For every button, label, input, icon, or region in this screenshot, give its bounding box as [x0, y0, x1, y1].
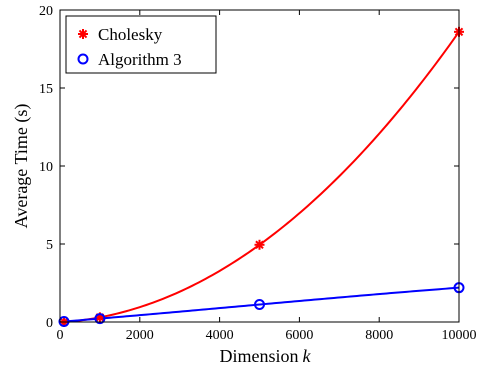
tick-layer: 0 2000 4000 6000 8000 10000 0 5 10 15 20 [39, 4, 477, 343]
data-point [254, 239, 265, 250]
data-point [254, 299, 265, 311]
legend-symbol [78, 29, 88, 39]
y-axis-label: Average Time (s) [11, 104, 32, 229]
series-line [63, 31, 460, 323]
legend: Cholesky Algorithm 3 [65, 15, 217, 74]
y-tick-label: 5 [46, 238, 53, 253]
series-layer [63, 31, 460, 323]
x-tick-label: 8000 [365, 328, 393, 343]
x-axis-label-var: k [303, 346, 312, 366]
y-tick-label: 0 [46, 316, 53, 331]
x-axis-label: Dimension k [220, 346, 312, 366]
series-line [63, 286, 460, 323]
x-tick-label: 2000 [126, 328, 154, 343]
data-point [94, 313, 106, 325]
x-tick-label: 10000 [442, 328, 477, 343]
legend-marker-algorithm-3 [77, 53, 89, 65]
legend-marker-cholesky [78, 29, 88, 39]
legend-symbol [77, 53, 89, 65]
legend-box [65, 15, 217, 74]
x-tick-label: 6000 [285, 328, 313, 343]
legend-label-cholesky: Cholesky [98, 25, 163, 44]
x-tick-label: 4000 [206, 328, 234, 343]
y-tick-label: 10 [39, 160, 53, 175]
x-axis-label-text: Dimension [220, 346, 299, 366]
x-tick-label: 0 [57, 328, 64, 343]
y-tick-label: 20 [39, 4, 53, 19]
legend-label-algorithm-3: Algorithm 3 [98, 50, 182, 69]
y-tick-label: 15 [39, 82, 53, 97]
